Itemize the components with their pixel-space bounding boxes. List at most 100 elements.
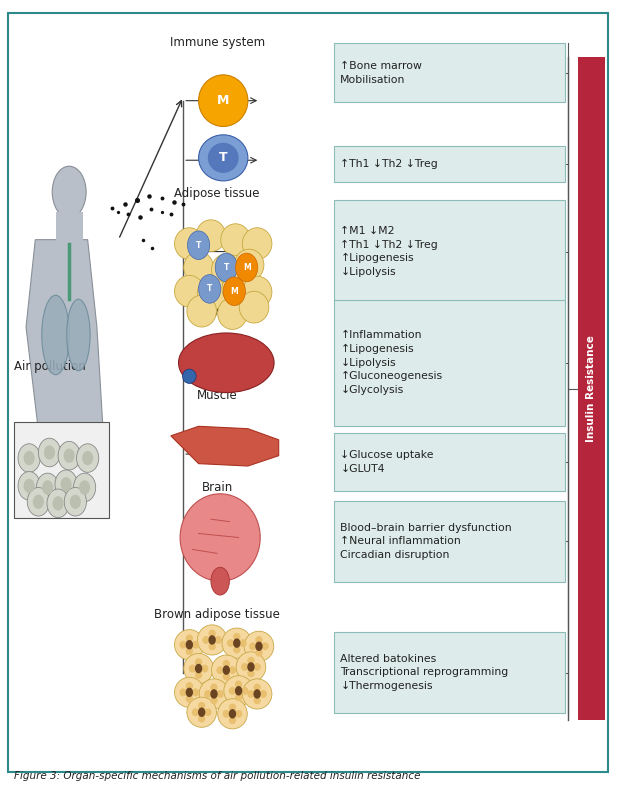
Ellipse shape bbox=[184, 654, 214, 684]
Ellipse shape bbox=[195, 671, 202, 679]
Circle shape bbox=[24, 451, 35, 465]
Ellipse shape bbox=[199, 135, 248, 181]
Text: T: T bbox=[219, 151, 228, 164]
Ellipse shape bbox=[186, 634, 193, 642]
Ellipse shape bbox=[198, 702, 206, 710]
Text: Brown adipose tissue: Brown adipose tissue bbox=[154, 608, 280, 621]
Ellipse shape bbox=[212, 655, 241, 685]
Ellipse shape bbox=[235, 693, 242, 701]
Circle shape bbox=[74, 473, 96, 502]
Ellipse shape bbox=[240, 639, 246, 647]
Circle shape bbox=[44, 446, 55, 460]
Ellipse shape bbox=[217, 666, 224, 674]
Ellipse shape bbox=[184, 252, 214, 284]
Circle shape bbox=[18, 472, 40, 501]
Ellipse shape bbox=[229, 704, 236, 712]
Circle shape bbox=[236, 253, 258, 282]
Ellipse shape bbox=[242, 679, 272, 709]
Circle shape bbox=[233, 638, 241, 648]
Circle shape bbox=[186, 688, 193, 697]
Ellipse shape bbox=[212, 254, 241, 285]
Ellipse shape bbox=[192, 689, 199, 697]
Circle shape bbox=[47, 489, 69, 517]
Ellipse shape bbox=[249, 642, 256, 650]
Circle shape bbox=[55, 470, 77, 499]
Text: Brain: Brain bbox=[201, 481, 233, 494]
Ellipse shape bbox=[235, 249, 264, 281]
Circle shape bbox=[253, 689, 261, 699]
Circle shape bbox=[79, 481, 90, 495]
Ellipse shape bbox=[211, 567, 230, 595]
Ellipse shape bbox=[208, 143, 239, 173]
Circle shape bbox=[223, 665, 230, 675]
Text: ↑Bone marrow
Mobilisation: ↑Bone marrow Mobilisation bbox=[340, 61, 422, 84]
FancyBboxPatch shape bbox=[334, 44, 565, 102]
Text: Altered batokines
Transcriptional reprogramming
↓Thermogenesis: Altered batokines Transcriptional reprog… bbox=[340, 654, 509, 691]
Ellipse shape bbox=[52, 167, 86, 218]
Ellipse shape bbox=[175, 228, 204, 260]
Circle shape bbox=[255, 642, 262, 651]
Bar bbox=[56, 212, 84, 244]
Circle shape bbox=[64, 488, 87, 516]
Text: Air pollution: Air pollution bbox=[14, 360, 85, 373]
Ellipse shape bbox=[235, 681, 242, 689]
Ellipse shape bbox=[233, 646, 241, 654]
Circle shape bbox=[77, 444, 99, 473]
Ellipse shape bbox=[224, 676, 253, 706]
FancyBboxPatch shape bbox=[334, 146, 565, 183]
Ellipse shape bbox=[223, 710, 230, 718]
Ellipse shape bbox=[195, 658, 202, 666]
Ellipse shape bbox=[197, 278, 227, 309]
Ellipse shape bbox=[186, 682, 193, 690]
FancyBboxPatch shape bbox=[334, 433, 565, 492]
Text: ↓Glucose uptake
↓GLUT4: ↓Glucose uptake ↓GLUT4 bbox=[340, 450, 434, 474]
Circle shape bbox=[235, 686, 242, 696]
FancyBboxPatch shape bbox=[578, 57, 605, 720]
Circle shape bbox=[186, 640, 193, 650]
Ellipse shape bbox=[209, 630, 216, 638]
Ellipse shape bbox=[186, 695, 193, 703]
Circle shape bbox=[210, 689, 218, 699]
FancyBboxPatch shape bbox=[334, 632, 565, 713]
Ellipse shape bbox=[199, 679, 229, 709]
Text: ↑M1 ↓M2
↑Th1 ↓Th2 ↓Treg
↑Lipogenesis
↓Lipolysis: ↑M1 ↓M2 ↑Th1 ↓Th2 ↓Treg ↑Lipogenesis ↓Li… bbox=[340, 226, 438, 277]
Ellipse shape bbox=[241, 663, 248, 671]
Text: Immune system: Immune system bbox=[170, 36, 265, 49]
Circle shape bbox=[61, 477, 72, 492]
Ellipse shape bbox=[192, 709, 199, 717]
Ellipse shape bbox=[210, 684, 218, 692]
Text: Adipose tissue: Adipose tissue bbox=[175, 187, 260, 200]
Ellipse shape bbox=[227, 639, 235, 647]
Ellipse shape bbox=[204, 709, 212, 717]
Ellipse shape bbox=[241, 687, 248, 695]
Ellipse shape bbox=[247, 690, 254, 698]
Text: T: T bbox=[223, 263, 229, 272]
Ellipse shape bbox=[255, 649, 262, 657]
Ellipse shape bbox=[218, 297, 247, 329]
FancyBboxPatch shape bbox=[14, 422, 109, 517]
Circle shape bbox=[37, 473, 59, 502]
Ellipse shape bbox=[180, 494, 260, 581]
Ellipse shape bbox=[259, 690, 267, 698]
Ellipse shape bbox=[244, 631, 274, 662]
Ellipse shape bbox=[261, 642, 269, 650]
Text: M: M bbox=[217, 94, 230, 107]
Ellipse shape bbox=[178, 333, 274, 393]
FancyBboxPatch shape bbox=[334, 200, 565, 303]
Circle shape bbox=[199, 275, 221, 303]
Ellipse shape bbox=[202, 636, 210, 644]
Circle shape bbox=[38, 438, 61, 467]
Ellipse shape bbox=[247, 669, 254, 677]
Ellipse shape bbox=[242, 228, 272, 260]
Circle shape bbox=[27, 488, 50, 516]
Ellipse shape bbox=[180, 689, 187, 697]
Circle shape bbox=[82, 451, 93, 465]
Text: T: T bbox=[196, 241, 201, 249]
Circle shape bbox=[33, 495, 44, 509]
Circle shape bbox=[223, 277, 245, 305]
Ellipse shape bbox=[187, 295, 217, 327]
Ellipse shape bbox=[196, 220, 226, 252]
Ellipse shape bbox=[253, 684, 261, 692]
Circle shape bbox=[53, 497, 64, 511]
Ellipse shape bbox=[186, 647, 193, 655]
